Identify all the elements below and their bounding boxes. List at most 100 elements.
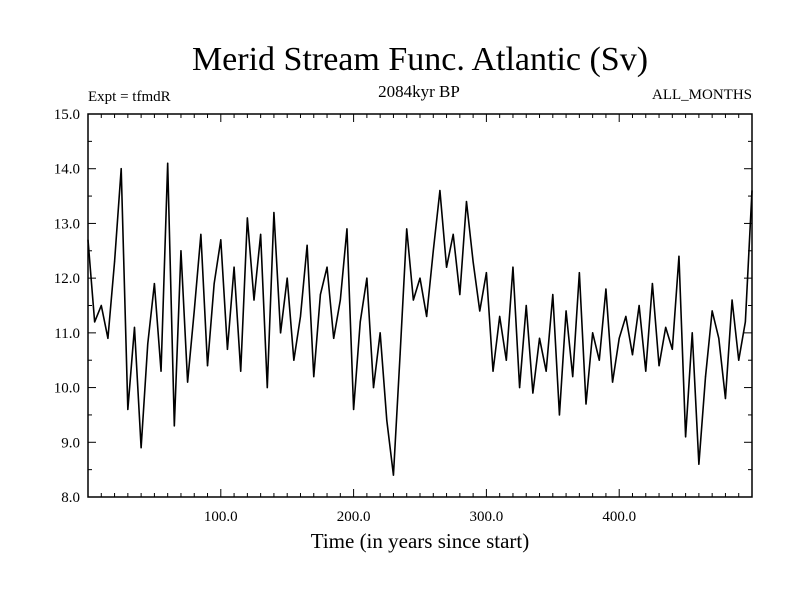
series-point-0-87	[665, 326, 667, 328]
series-point-0-98	[738, 359, 740, 361]
series-point-0-52	[432, 250, 434, 252]
series-point-0-13	[173, 425, 175, 427]
series-point-0-9	[147, 343, 149, 345]
series-point-0-41	[359, 321, 361, 323]
y-tick-label-1: 9.0	[61, 435, 80, 451]
series-point-0-45	[386, 419, 388, 421]
y-tick-label-2: 10.0	[54, 381, 80, 397]
y-tick-label-3: 11.0	[54, 326, 80, 342]
series-point-0-93	[704, 376, 707, 378]
series-point-0-35	[319, 293, 321, 296]
series-point-0-27	[266, 386, 268, 389]
y-tick-label-7: 15.0	[54, 107, 80, 123]
series-point-0-20	[220, 239, 222, 241]
series-point-0-2	[100, 304, 102, 307]
series-point-0-66	[525, 304, 527, 307]
series-point-0-69	[545, 370, 547, 372]
series-point-0-83	[638, 304, 640, 307]
series-point-0-43	[372, 386, 375, 389]
series-point-0-63	[505, 359, 507, 361]
series-point-0-32	[299, 315, 302, 318]
series-point-0-62	[499, 315, 501, 318]
chart-title: Merid Stream Func. Atlantic (Sv)	[192, 41, 648, 78]
series-point-0-53	[439, 190, 441, 192]
series-point-0-31	[293, 359, 295, 361]
series-point-0-24	[246, 217, 248, 219]
series-point-0-82	[631, 354, 634, 356]
series-point-0-77	[598, 359, 600, 361]
series-point-0-74	[578, 272, 580, 274]
series-point-0-92	[698, 463, 700, 465]
series-point-0-18	[206, 365, 209, 367]
series-point-0-37	[333, 337, 335, 339]
series-point-0-11	[160, 370, 162, 372]
series-point-0-51	[426, 315, 428, 318]
series-point-0-95	[718, 337, 720, 339]
series-point-0-100	[751, 190, 753, 192]
series-point-0-73	[572, 376, 574, 378]
series-point-0-39	[346, 228, 348, 230]
series-point-0-80	[618, 337, 620, 339]
series-point-0-65	[519, 386, 521, 389]
series-point-0-28	[273, 211, 275, 214]
series-point-0-58	[472, 261, 474, 263]
series-point-0-29	[279, 332, 282, 334]
series-point-0-88	[671, 348, 673, 350]
series-point-0-46	[392, 474, 395, 476]
series-point-0-54	[445, 266, 448, 268]
y-tick-label-4: 12.0	[54, 271, 80, 287]
series-point-0-89	[678, 255, 680, 257]
series-point-0-70	[552, 293, 554, 296]
series-point-0-36	[326, 266, 328, 268]
series-point-0-4	[113, 261, 116, 263]
x-axis-label: Time (in years since start)	[311, 529, 530, 553]
series-point-0-97	[731, 299, 733, 301]
series-point-0-30	[286, 277, 288, 279]
series-point-0-17	[200, 233, 202, 235]
series-point-0-86	[658, 365, 660, 367]
series-point-0-10	[153, 283, 155, 285]
series-point-0-76	[592, 332, 594, 334]
series-point-0-15	[187, 381, 189, 383]
series-point-0-22	[233, 266, 235, 268]
series-point-0-44	[379, 332, 381, 334]
series-point-0-68	[538, 337, 541, 339]
series-point-0-6	[127, 408, 129, 411]
series-point-0-5	[120, 168, 122, 170]
series-point-0-8	[140, 447, 142, 449]
y-tick-label-6: 14.0	[54, 162, 80, 178]
series-point-0-61	[492, 370, 494, 372]
series-point-0-38	[339, 299, 341, 301]
series-point-0-78	[605, 288, 607, 290]
series-point-0-94	[711, 310, 713, 312]
series-point-0-64	[512, 266, 514, 268]
series-point-0-40	[353, 408, 355, 411]
series-point-0-99	[744, 321, 746, 323]
series-point-0-34	[313, 376, 315, 378]
series-point-0-56	[459, 293, 461, 296]
series-point-0-60	[485, 272, 487, 274]
series-point-0-23	[240, 370, 242, 372]
y-tick-label-5: 13.0	[54, 216, 80, 232]
series-point-0-48	[406, 228, 408, 230]
series-point-0-55	[452, 233, 454, 235]
months-label: ALL_MONTHS	[652, 87, 752, 103]
series-point-0-33	[306, 244, 308, 246]
series-point-0-25	[253, 299, 255, 301]
series-point-0-14	[180, 250, 182, 252]
series-point-0-12	[167, 162, 169, 164]
series-line-0	[87, 162, 753, 476]
x-tick-label-2: 300.0	[470, 509, 504, 525]
plot-area: 8.0 9.0 10.0 11.0 12.0 13.0 14.0 15.0 100.0 200.0…	[54, 107, 753, 525]
series-point-0-7	[133, 326, 136, 328]
series-point-0-19	[213, 283, 215, 285]
series-point-0-3	[107, 337, 109, 339]
series-point-0-71	[558, 414, 561, 416]
series-point-0-16	[193, 310, 195, 312]
series-point-0-50	[419, 277, 421, 279]
series-point-0-90	[685, 436, 687, 438]
series-point-0-79	[611, 381, 614, 383]
series-point-0-57	[465, 200, 468, 203]
series-point-0-67	[532, 392, 534, 394]
